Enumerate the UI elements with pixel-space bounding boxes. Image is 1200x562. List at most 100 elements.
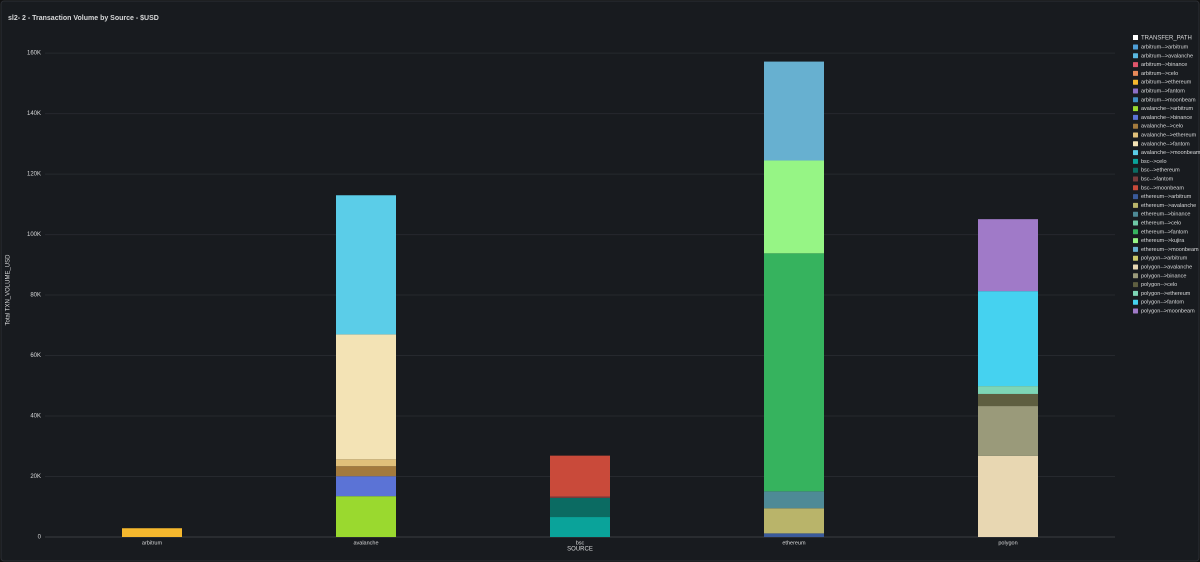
- legend-checkbox[interactable]: [1133, 255, 1138, 261]
- x-tick-label: polygon: [998, 540, 1017, 546]
- legend-checkbox[interactable]: [1133, 70, 1138, 76]
- bar-segment: [550, 496, 610, 498]
- legend-checkbox[interactable]: [1133, 273, 1138, 279]
- legend-label: avalanche-->moonbeam: [1141, 150, 1200, 156]
- legend-label: ethereum-->fantom: [1141, 229, 1188, 235]
- bar-segment: [336, 334, 396, 460]
- legend-label: arbitrum-->celo: [1141, 71, 1178, 77]
- legend-checkbox[interactable]: [1133, 167, 1138, 173]
- legend-label: arbitrum-->fantom: [1141, 88, 1185, 94]
- legend-checkbox[interactable]: [1133, 44, 1138, 50]
- legend-label: ethereum-->avalanche: [1141, 203, 1196, 209]
- bar-segment: [978, 291, 1038, 387]
- y-axis-label: Total TXN_VOLUME_USD: [6, 254, 12, 326]
- legend-label: polygon-->arbitrum: [1141, 256, 1188, 262]
- legend-checkbox[interactable]: [1133, 123, 1138, 129]
- legend-checkbox[interactable]: [1133, 238, 1138, 244]
- legend-checkbox[interactable]: [1133, 132, 1138, 138]
- bar-segment: [764, 61, 824, 161]
- bar-segment: [336, 476, 396, 497]
- legend-checkbox[interactable]: [1133, 308, 1138, 314]
- y-tick-label: 120K: [27, 172, 41, 178]
- legend-label: arbitrum-->avalanche: [1141, 53, 1193, 59]
- y-tick-label: 60K: [30, 353, 41, 359]
- bar-segment: [336, 496, 396, 537]
- x-tick-label: ethereum: [782, 540, 806, 546]
- legend-checkbox[interactable]: [1133, 264, 1138, 270]
- y-tick-label: 140K: [27, 111, 41, 117]
- legend-checkbox[interactable]: [1133, 220, 1138, 226]
- legend-label: arbitrum-->binance: [1141, 62, 1187, 68]
- legend-checkbox[interactable]: [1133, 282, 1138, 288]
- bar-segment: [764, 508, 824, 534]
- bar-segment: [978, 393, 1038, 407]
- legend-checkbox[interactable]: [1133, 97, 1138, 103]
- legend-checkbox[interactable]: [1133, 150, 1138, 156]
- bar-segment: [978, 219, 1038, 292]
- legend-label: ethereum-->moonbeam: [1141, 247, 1199, 253]
- legend-checkbox[interactable]: [1133, 79, 1138, 85]
- bar-segment: [550, 455, 610, 497]
- legend-checkbox[interactable]: [1133, 176, 1138, 182]
- y-tick-label: 160K: [27, 51, 41, 57]
- x-tick-label: avalanche: [353, 540, 378, 546]
- y-tick-label: 0: [38, 535, 42, 541]
- bar-segment: [978, 386, 1038, 394]
- legend-label: arbitrum-->ethereum: [1141, 80, 1192, 86]
- legend-checkbox[interactable]: [1133, 202, 1138, 208]
- legend-checkbox[interactable]: [1133, 114, 1138, 120]
- y-tick-label: 20K: [30, 474, 41, 480]
- bar-segment: [336, 459, 396, 467]
- legend-label: avalanche-->binance: [1141, 115, 1192, 121]
- legend-title: TRANSFER_PATH: [1141, 36, 1192, 42]
- legend-checkbox[interactable]: [1133, 141, 1138, 147]
- legend-label: bsc-->moonbeam: [1141, 185, 1184, 191]
- legend-label: ethereum-->binance: [1141, 212, 1190, 218]
- bar-segment: [978, 406, 1038, 456]
- legend-label: arbitrum-->arbitrum: [1141, 44, 1189, 50]
- bar-segment: [550, 517, 610, 537]
- legend-checkbox[interactable]: [1133, 194, 1138, 200]
- legend-label: bsc-->fantom: [1141, 176, 1174, 182]
- x-tick-label: bsc: [576, 540, 585, 546]
- legend-checkbox[interactable]: [1133, 88, 1138, 94]
- legend-title-checkbox[interactable]: [1133, 35, 1138, 40]
- legend-label: ethereum-->kujira: [1141, 238, 1185, 244]
- legend-label: bsc-->celo: [1141, 159, 1167, 165]
- legend-checkbox[interactable]: [1133, 106, 1138, 112]
- legend-label: ethereum-->celo: [1141, 220, 1181, 226]
- legend-label: polygon-->binance: [1141, 273, 1186, 279]
- legend-checkbox[interactable]: [1133, 158, 1138, 164]
- legend-label: bsc-->ethereum: [1141, 168, 1180, 174]
- legend-label: polygon-->fantom: [1141, 300, 1184, 306]
- legend-checkbox[interactable]: [1133, 53, 1138, 59]
- legend-checkbox[interactable]: [1133, 185, 1138, 191]
- legend-label: polygon-->ethereum: [1141, 291, 1191, 297]
- bar-segment: [764, 491, 824, 509]
- legend-label: avalanche-->ethereum: [1141, 132, 1197, 138]
- bar-segment: [550, 497, 610, 518]
- panel-title: sl2- 2 - Transaction Volume by Source - …: [8, 15, 159, 22]
- legend-label: avalanche-->celo: [1141, 124, 1183, 130]
- legend-checkbox[interactable]: [1133, 299, 1138, 305]
- bar-segment: [336, 195, 396, 335]
- y-tick-label: 80K: [30, 293, 41, 299]
- x-axis-label: SOURCE: [567, 547, 593, 553]
- bar-segment: [764, 253, 824, 492]
- legend-checkbox[interactable]: [1133, 62, 1138, 68]
- bar-segment: [978, 455, 1038, 537]
- y-tick-label: 40K: [30, 414, 41, 420]
- legend-label: arbitrum-->moonbeam: [1141, 97, 1196, 103]
- legend-label: polygon-->avalanche: [1141, 264, 1192, 270]
- bar-segment: [336, 466, 396, 477]
- legend-label: avalanche-->fantom: [1141, 141, 1190, 147]
- legend-checkbox[interactable]: [1133, 246, 1138, 252]
- bar-segment: [764, 533, 824, 537]
- legend-checkbox[interactable]: [1133, 211, 1138, 217]
- legend-checkbox[interactable]: [1133, 290, 1138, 296]
- legend-checkbox[interactable]: [1133, 229, 1138, 235]
- legend-label: polygon-->moonbeam: [1141, 308, 1195, 314]
- legend-label: avalanche-->arbitrum: [1141, 106, 1194, 112]
